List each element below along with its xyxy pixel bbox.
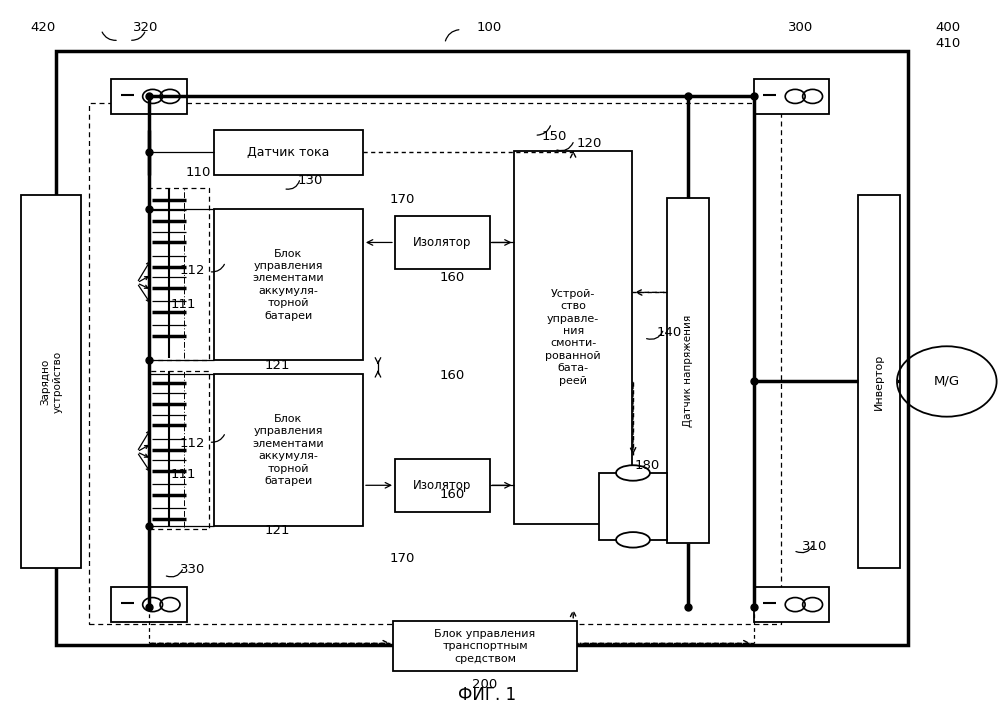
Text: 320: 320	[133, 21, 159, 34]
Text: 300: 300	[788, 21, 813, 34]
Bar	[753, 587, 829, 622]
Text: Изолятор: Изолятор	[413, 236, 472, 249]
Text: 180: 180	[634, 459, 659, 472]
Bar	[393, 621, 577, 671]
Bar	[111, 587, 187, 622]
Text: 160: 160	[440, 270, 466, 284]
Bar	[753, 79, 829, 114]
Text: 121: 121	[265, 360, 290, 372]
Text: Блок
управления
элементами
аккумуля-
торной
батареи: Блок управления элементами аккумуля- тор…	[253, 414, 324, 486]
Text: Изолятор: Изолятор	[413, 479, 472, 492]
Text: 120: 120	[576, 137, 601, 150]
Ellipse shape	[616, 532, 650, 547]
Bar	[89, 103, 781, 624]
Text: Датчик напряжения: Датчик напряжения	[682, 315, 692, 427]
Text: Датчик тока: Датчик тока	[247, 146, 330, 159]
Bar	[214, 130, 363, 175]
Text: Блок
управления
элементами
аккумуля-
торной
батареи: Блок управления элементами аккумуля- тор…	[253, 249, 324, 321]
Text: 110: 110	[186, 166, 212, 179]
Bar	[395, 216, 490, 269]
Bar	[111, 79, 187, 114]
Text: 160: 160	[440, 370, 466, 382]
Text: Зарядно
устройство: Зарядно устройство	[40, 350, 62, 413]
Text: 112: 112	[180, 437, 206, 450]
Text: 111: 111	[171, 297, 197, 311]
Bar	[56, 51, 908, 646]
Text: 420: 420	[31, 21, 56, 34]
Text: 121: 121	[265, 524, 290, 537]
Text: Блок управления
транспортным
средством: Блок управления транспортным средством	[435, 629, 535, 663]
Text: 140: 140	[656, 326, 681, 338]
Bar	[667, 198, 708, 543]
Bar	[149, 371, 209, 530]
Text: M/G: M/G	[934, 375, 960, 388]
Text: 160: 160	[440, 488, 466, 501]
Text: 112: 112	[180, 264, 206, 277]
Text: 170: 170	[390, 552, 415, 566]
Bar	[858, 195, 900, 568]
Bar	[514, 151, 632, 524]
Bar	[214, 375, 363, 526]
Text: Устрой-
ство
управле-
ния
смонти-
рованной
бата-
реей: Устрой- ство управле- ния смонти- рованн…	[545, 289, 601, 386]
Text: 410: 410	[935, 37, 960, 50]
Text: 150: 150	[541, 130, 567, 143]
Text: 310: 310	[801, 539, 827, 553]
Text: 170: 170	[390, 193, 415, 206]
Ellipse shape	[616, 465, 650, 481]
Bar	[599, 473, 667, 539]
Bar	[214, 209, 363, 360]
Text: ФИГ. 1: ФИГ. 1	[459, 686, 516, 704]
Bar	[395, 459, 490, 512]
Text: 130: 130	[298, 174, 323, 188]
Bar	[149, 188, 209, 360]
Text: 200: 200	[472, 678, 498, 690]
Text: 100: 100	[477, 21, 502, 34]
Text: 111: 111	[171, 468, 197, 481]
Text: Инвертор: Инвертор	[874, 353, 884, 410]
Text: 400: 400	[935, 21, 960, 34]
Bar	[21, 195, 81, 568]
Text: 330: 330	[180, 563, 206, 576]
